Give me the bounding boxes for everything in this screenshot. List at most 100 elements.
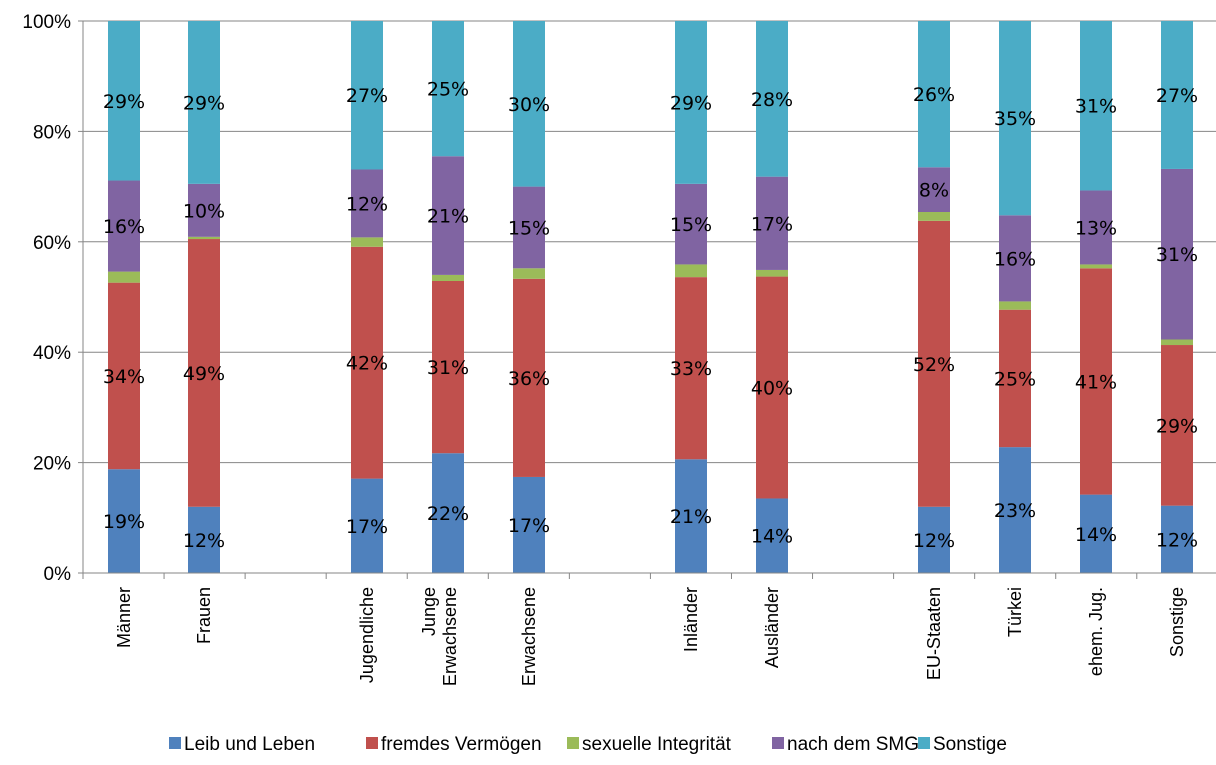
data-label: 16% [103, 216, 145, 238]
data-label: 26% [913, 84, 955, 106]
data-label: 40% [751, 378, 793, 400]
bar-segment-nach-dem-smg [188, 183, 220, 237]
bar-segment-nach-dem-smg [108, 180, 140, 272]
bar-segment-leib-und-leben [918, 506, 950, 573]
legend-label-sonstige: Sonstige [933, 734, 1007, 755]
bar-segment-sexuelle-integritat [999, 301, 1031, 310]
x-tick-label: EU-Staaten [924, 587, 944, 680]
y-tick-label: 100% [22, 12, 71, 33]
bar-segment-leib-und-leben [351, 478, 383, 573]
bar-segment-sexuelle-integritat [108, 271, 140, 283]
bar-segment-sonstige [351, 21, 383, 170]
legend-label-leib-und-leben: Leib und Leben [184, 734, 315, 755]
data-label: 30% [508, 94, 550, 116]
bar-segment-fremdes-vermogen [351, 246, 383, 479]
axes: 0% 20% 40% 60% 80% 100% Männer Frauen Jugendlich… [22, 12, 1216, 686]
bar-segment-sonstige [675, 21, 707, 184]
bar-segment-sexuelle-integritat [432, 274, 464, 281]
bar-segment-fremdes-vermogen [108, 282, 140, 470]
bar-segment-nach-dem-smg [513, 186, 545, 269]
bar-segment-sexuelle-integritat [756, 269, 788, 277]
bar-segment-sexuelle-integritat [918, 211, 950, 221]
bars [108, 21, 1193, 573]
gridlines [83, 20, 1216, 464]
x-tick-label: ehem. Jug. [1086, 587, 1106, 676]
data-label: 16% [994, 248, 1036, 270]
x-tick-label: Inländer [681, 587, 701, 652]
data-label: 13% [1075, 217, 1117, 239]
bar-segment-fremdes-vermogen [432, 280, 464, 454]
data-label: 12% [183, 530, 225, 552]
y-tick-label: 40% [33, 343, 71, 364]
y-tick-label: 0% [44, 564, 72, 585]
bar-segment-leib-und-leben [675, 459, 707, 573]
data-label: 31% [1075, 96, 1117, 118]
data-label: 19% [103, 511, 145, 533]
bar-segment-leib-und-leben [513, 476, 545, 573]
bar-segment-sonstige [756, 21, 788, 177]
bar-segment-sonstige [432, 21, 464, 157]
bar-segment-nach-dem-smg [1161, 168, 1193, 340]
bar-segment-fremdes-vermogen [513, 278, 545, 477]
legend-label-sexuelle-integritat: sexuelle Integrität [582, 734, 732, 755]
data-label: 31% [427, 357, 469, 379]
y-tick-label: 20% [33, 454, 71, 475]
data-label: 8% [919, 180, 949, 202]
x-tick-label: Männer [114, 587, 134, 648]
bar-segment-fremdes-vermogen [918, 220, 950, 507]
bar-segment-sonstige [1080, 21, 1112, 191]
bar-segment-leib-und-leben [188, 506, 220, 573]
bar-segment-nach-dem-smg [756, 176, 788, 270]
bar-segment-nach-dem-smg [351, 169, 383, 238]
data-label: 49% [183, 363, 225, 385]
bar-segment-leib-und-leben [1080, 494, 1112, 573]
data-label: 14% [1075, 524, 1117, 546]
data-label: 29% [183, 92, 225, 114]
data-label: 15% [670, 214, 712, 236]
y-tick-label: 80% [33, 122, 71, 143]
data-label: 21% [427, 206, 469, 228]
data-label: 41% [1075, 371, 1117, 393]
data-labels: 19% 34% 16% 29% 12% 49% 10% 29% 17% 42% 12% 27% 22% 3… [103, 79, 1198, 552]
data-label: 29% [103, 91, 145, 113]
bar-segment-sonstige [188, 21, 220, 184]
bar-segment-fremdes-vermogen [1080, 268, 1112, 495]
bar-segment-leib-und-leben [756, 498, 788, 573]
bar-segment-nach-dem-smg [999, 215, 1031, 302]
data-label: 12% [1156, 529, 1198, 551]
bar-segment-sexuelle-integritat [188, 236, 220, 240]
legend-swatch-sonstige [918, 737, 930, 749]
data-label: 17% [508, 515, 550, 537]
data-label: 15% [508, 217, 550, 239]
legend-swatch-leib-und-leben [169, 737, 181, 749]
data-label: 29% [1156, 415, 1198, 437]
bar-segment-fremdes-vermogen [188, 239, 220, 507]
data-label: 14% [751, 526, 793, 548]
data-label: 27% [1156, 85, 1198, 107]
data-label: 10% [183, 200, 225, 222]
bar-segment-sexuelle-integritat [1080, 264, 1112, 269]
legend-label-nach-dem-smg: nach dem SMG [787, 734, 919, 755]
x-tick-label: Frauen [194, 587, 214, 644]
data-label: 33% [670, 358, 712, 380]
data-label: 22% [427, 503, 469, 525]
bar-segment-nach-dem-smg [1080, 190, 1112, 265]
legend-swatch-sexuelle-integritat [567, 737, 579, 749]
data-label: 36% [508, 368, 550, 390]
data-label: 12% [346, 193, 388, 215]
x-tick-label: Türkei [1005, 587, 1025, 637]
data-label: 31% [1156, 244, 1198, 266]
bar-segment-fremdes-vermogen [999, 309, 1031, 448]
bar-segment-fremdes-vermogen [675, 277, 707, 460]
bar-segment-fremdes-vermogen [1161, 345, 1193, 506]
legend-swatch-fremdes-vermogen [366, 737, 378, 749]
bar-segment-sexuelle-integritat [513, 268, 545, 279]
bar-segment-sonstige [999, 21, 1031, 216]
bar-segment-leib-und-leben [108, 469, 140, 573]
bar-segment-sexuelle-integritat [1161, 339, 1193, 346]
bar-segment-nach-dem-smg [675, 183, 707, 265]
data-label: 34% [103, 366, 145, 388]
data-label: 29% [670, 92, 712, 114]
data-label: 27% [346, 85, 388, 107]
